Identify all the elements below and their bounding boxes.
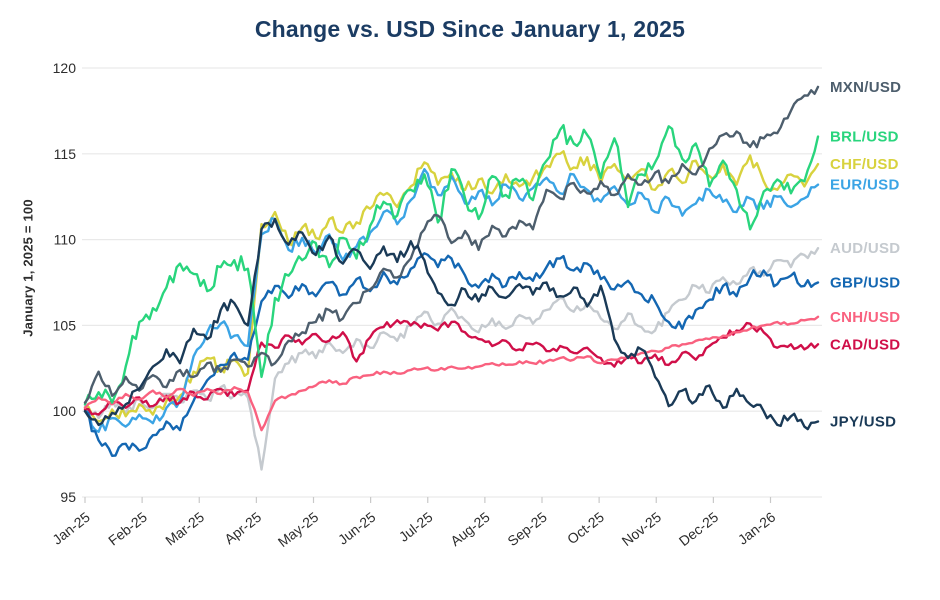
series-label-cnh-usd: CNH/USD [830, 309, 900, 326]
series-label-aud-usd: AUD/USD [830, 240, 900, 257]
y-tick-label: 105 [53, 317, 77, 333]
series-label-jpy-usd: JPY/USD [830, 413, 896, 430]
y-tick-label: 115 [54, 146, 77, 162]
line-cad-usd [83, 319, 820, 416]
series-label-gbp-usd: GBP/USD [830, 275, 900, 292]
x-tick-label: Sep-25 [504, 509, 550, 550]
x-tick-label: Jan-26 [735, 509, 779, 548]
x-tick-label: May-25 [275, 509, 322, 550]
x-tick-label: Mar-25 [162, 509, 207, 549]
line-cnh-usd [83, 315, 820, 432]
y-tick-label: 100 [53, 403, 77, 419]
x-tick-label: Feb-25 [105, 509, 150, 549]
x-tick-label: Aug-25 [447, 509, 493, 550]
y-tick-label: 95 [60, 489, 76, 505]
x-tick-label: Dec-25 [676, 509, 722, 550]
series-label-mxn-usd: MXN/USD [830, 79, 901, 96]
chart-title: Change vs. USD Since January 1, 2025 [254, 16, 686, 42]
x-tick-label: Apr-25 [221, 509, 264, 548]
y-tick-label: 110 [54, 232, 77, 248]
x-tick-label: Jul-25 [396, 509, 436, 545]
x-tick-label: Nov-25 [619, 509, 665, 550]
line-chf-usd [83, 150, 820, 423]
line-mxn-usd [83, 85, 820, 404]
line-aud-usd [83, 246, 820, 471]
x-tick-label: Jan-25 [49, 509, 93, 548]
x-tick-label: Jun-25 [335, 509, 379, 548]
series-label-brl-usd: BRL/USD [830, 129, 899, 146]
series-label-chf-usd: CHF/USD [830, 156, 899, 173]
y-tick-label: 120 [53, 60, 77, 76]
y-axis-label: January 1, 2025 = 100 [20, 199, 36, 337]
line-jpy-usd [83, 217, 820, 431]
series-label-eur-usd: EUR/USD [830, 177, 900, 194]
line-gbp-usd [83, 252, 820, 457]
line-brl-usd [83, 123, 820, 406]
series-label-cad-usd: CAD/USD [830, 336, 900, 353]
x-tick-label: Oct-25 [564, 509, 607, 548]
